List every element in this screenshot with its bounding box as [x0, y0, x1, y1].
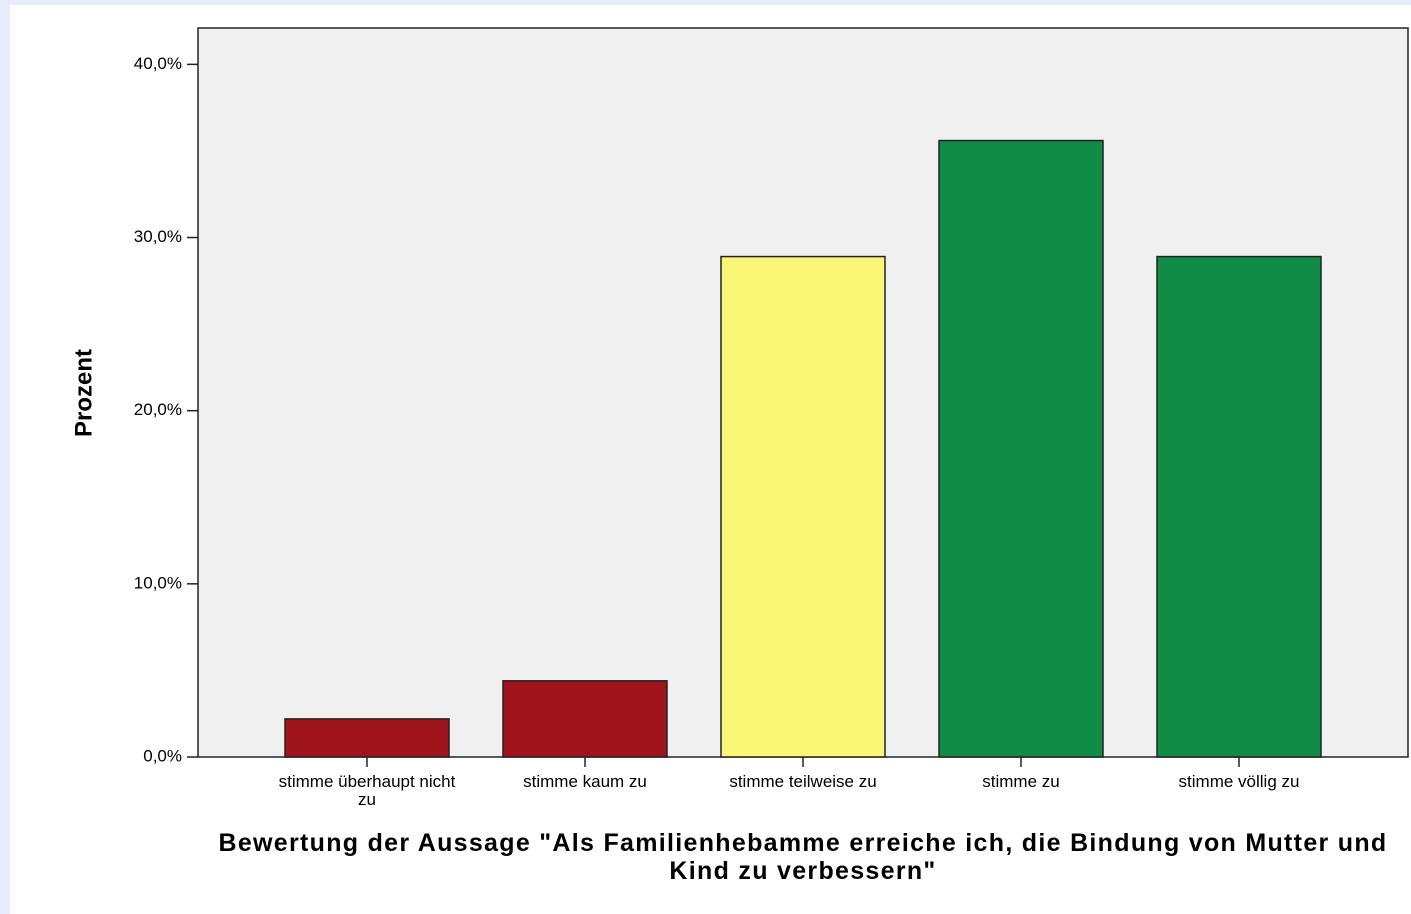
bar	[502, 680, 668, 758]
x-tick-label: stimme völlig zu	[1178, 772, 1300, 791]
x-tick-label: stimme kaum zu	[523, 772, 647, 791]
y-tick-label: 20,0%	[134, 400, 182, 419]
y-tick-label: 0,0%	[143, 746, 182, 765]
y-tick-label: 10,0%	[134, 573, 182, 592]
x-tick-label: stimme teilweise zu	[729, 772, 877, 791]
x-tick-label: stimme überhaupt nicht zu	[278, 772, 456, 809]
bar	[938, 139, 1104, 758]
x-axis-title: Bewertung der Aussage "Als Familienhebam…	[218, 829, 1388, 885]
bar	[720, 255, 886, 758]
y-tick-label: 40,0%	[134, 54, 182, 73]
bar	[284, 718, 450, 758]
x-tick-label: stimme zu	[982, 772, 1060, 791]
y-tick-label: 30,0%	[134, 227, 182, 246]
y-axis-title: Prozent	[70, 349, 97, 437]
bar	[1156, 255, 1322, 758]
